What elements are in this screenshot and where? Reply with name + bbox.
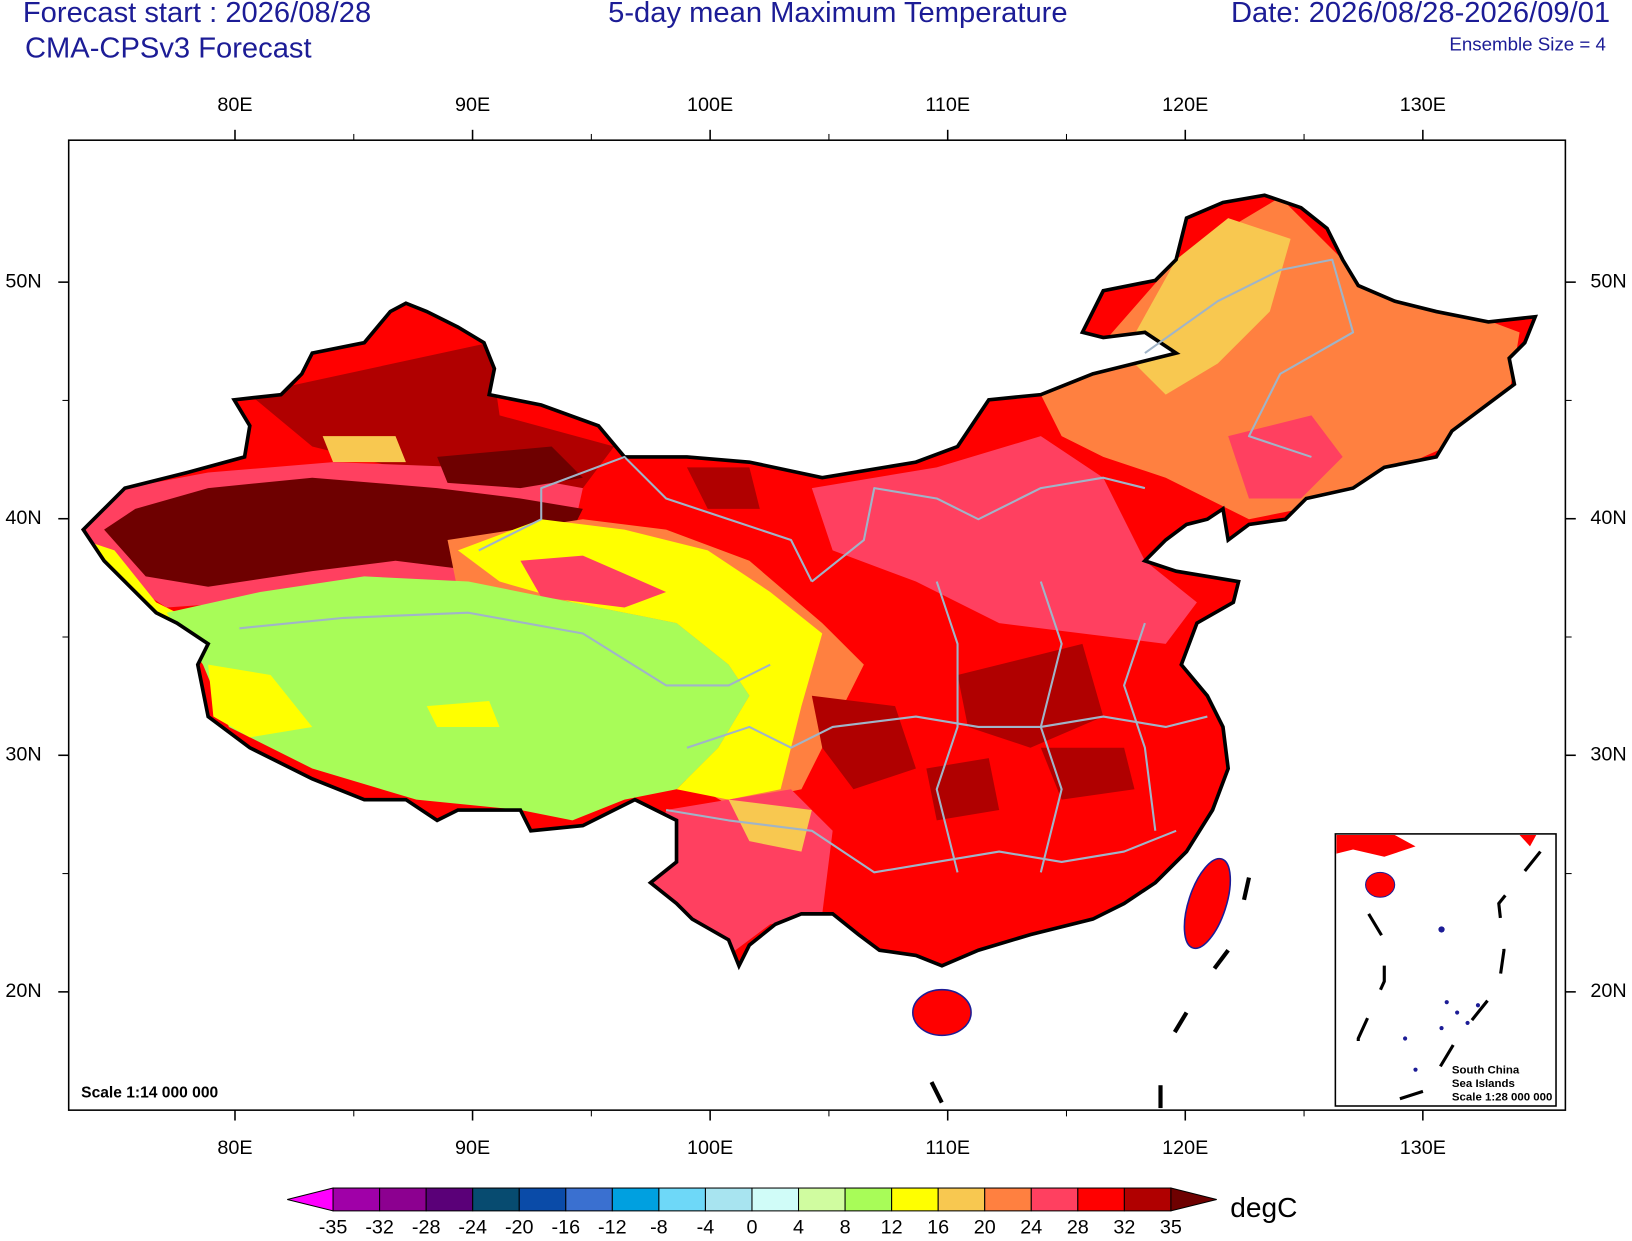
colorbar-label: 12 (881, 1217, 903, 1239)
colorbar-label: 20 (974, 1217, 996, 1239)
colorbar-label: 0 (746, 1217, 757, 1239)
x-tick-label: 90E (455, 94, 490, 116)
ensemble-size: Ensemble Size = 4 (1449, 34, 1606, 55)
x-tick-label: 100E (687, 1137, 733, 1159)
x-tick-label: 130E (1400, 1137, 1446, 1159)
model-name: CMA-CPSv3 Forecast (25, 33, 312, 65)
x-tick-label: 90E (455, 1137, 490, 1159)
colorbar-box (984, 1187, 1032, 1212)
colorbar-label: -28 (412, 1217, 441, 1239)
colorbar-box (379, 1187, 427, 1212)
colorbar-label: -24 (458, 1217, 487, 1239)
colorbar-label: -8 (650, 1217, 668, 1239)
y-tick-label: 30N (5, 744, 41, 766)
y-tick-label: 30N (1590, 744, 1626, 766)
hainan (912, 988, 972, 1037)
province-borders (239, 258, 1355, 874)
colorbar-box (937, 1187, 986, 1212)
colorbar-label: -4 (697, 1217, 715, 1239)
colorbar-box (611, 1187, 660, 1212)
colorbar-box (518, 1187, 567, 1212)
colorbar-box (1123, 1187, 1172, 1212)
colorbar-box (798, 1187, 846, 1212)
colorbar: -35 -32 -28 -24 -20 -16 -12 -8 -4 0 4 8 12 16 20 24 28 32… (287, 1187, 1217, 1239)
inset-label: South China (1452, 1065, 1520, 1077)
colorbar-label: -32 (365, 1217, 394, 1239)
colorbar-box (891, 1187, 939, 1212)
colorbar-label: 24 (1020, 1217, 1042, 1239)
colorbar-label: -16 (552, 1217, 581, 1239)
x-tick-label: 120E (1162, 94, 1208, 116)
axis-ticks: 80E 80E 90E 90E 100E 100E 110E 110E 120E 120E 130E… (5, 94, 1626, 1159)
colorbar-box (704, 1187, 753, 1212)
colorbar-label: 28 (1067, 1217, 1089, 1239)
colorbar-label: 16 (927, 1217, 949, 1239)
inset-label: Sea Islands (1452, 1078, 1515, 1090)
x-tick-label: 130E (1400, 94, 1446, 116)
colorbar-unit: degC (1230, 1192, 1297, 1223)
colorbar-box (658, 1187, 706, 1212)
map-title: 5-day mean Maximum Temperature (608, 0, 1067, 29)
x-tick-label: 80E (217, 1137, 252, 1159)
colorbar-label: -12 (598, 1217, 627, 1239)
taiwan (1183, 857, 1232, 950)
x-tick-label: 100E (687, 94, 733, 116)
colorbar-box (332, 1187, 381, 1212)
boundary-dashes (929, 877, 1252, 1111)
forecast-start: Forecast start : 2026/08/28 (23, 0, 371, 29)
y-tick-label: 20N (5, 980, 41, 1002)
colorbar-label: -20 (505, 1217, 534, 1239)
y-tick-label: 40N (5, 507, 41, 529)
date-range: Date: 2026/08/28-2026/09/01 (1231, 0, 1610, 29)
colorbar-label: 35 (1160, 1217, 1182, 1239)
y-tick-label: 50N (5, 270, 41, 292)
colorbar-box (425, 1187, 474, 1212)
colorbar-low-arrow (287, 1187, 334, 1212)
colorbar-box (844, 1187, 893, 1212)
x-tick-label: 110E (925, 94, 970, 116)
map-scale: Scale 1:14 000 000 (81, 1085, 218, 1102)
x-tick-label: 110E (925, 1137, 970, 1159)
inset-label: Scale 1:28 000 000 (1452, 1092, 1552, 1104)
colorbar-label: -35 (319, 1217, 348, 1239)
colorbar-label: 8 (840, 1217, 851, 1239)
colorbar-box (751, 1187, 800, 1212)
colorbar-label: 4 (793, 1217, 804, 1239)
x-tick-label: 80E (217, 94, 252, 116)
y-tick-label: 40N (1590, 507, 1626, 529)
y-tick-label: 50N (1590, 270, 1626, 292)
x-tick-label: 120E (1162, 1137, 1208, 1159)
colorbar-box (565, 1187, 613, 1212)
colorbar-high-arrow (1170, 1187, 1217, 1212)
colorbar-box (1077, 1187, 1125, 1212)
colorbar-box (472, 1187, 520, 1212)
inset: South China Sea Islands Scale 1:28 000 0… (1334, 833, 1557, 1107)
colorbar-box (1030, 1187, 1079, 1212)
y-tick-label: 20N (1590, 980, 1626, 1002)
colorbar-label: 32 (1113, 1217, 1135, 1239)
